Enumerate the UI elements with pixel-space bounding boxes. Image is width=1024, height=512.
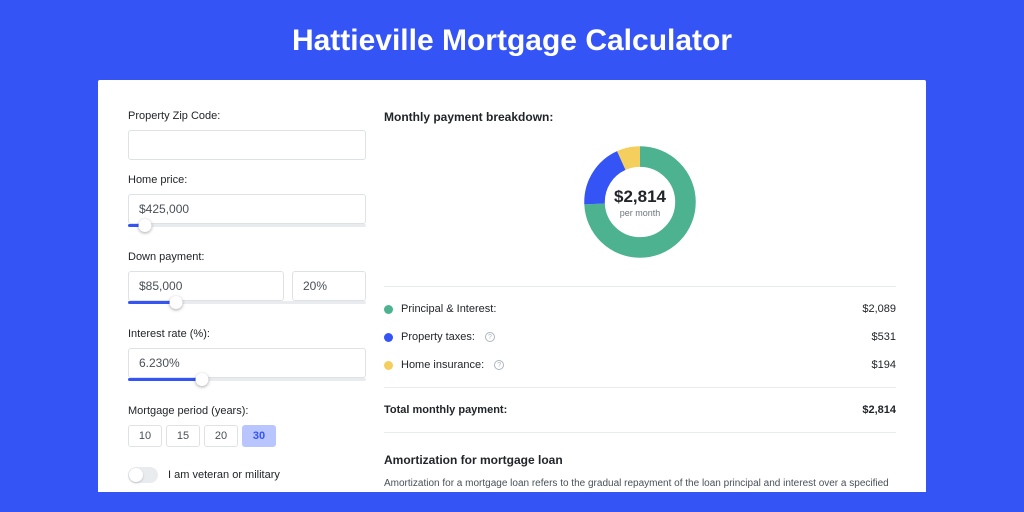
donut-chart: $2,814 per month [580, 142, 700, 262]
down-payment-slider[interactable] [128, 300, 366, 314]
slider-thumb[interactable] [195, 373, 208, 386]
slider-thumb[interactable] [138, 219, 151, 232]
donut-sub: per month [620, 208, 661, 218]
amortization-text: Amortization for a mortgage loan refers … [384, 477, 896, 491]
total-label: Total monthly payment: [384, 404, 507, 416]
amortization-heading: Amortization for mortgage loan [384, 453, 896, 467]
line-items: Principal & Interest: $2,089 Property taxe… [384, 295, 896, 379]
veteran-row: I am veteran or military [128, 467, 366, 483]
interest-label: Interest rate (%): [128, 328, 366, 340]
donut-container: $2,814 per month [384, 138, 896, 278]
down-payment-pct-input[interactable] [292, 271, 366, 301]
color-dot [384, 305, 393, 314]
period-buttons: 10152030 [128, 425, 366, 447]
page-title: Hattieville Mortgage Calculator [0, 0, 1024, 80]
zip-group: Property Zip Code: [128, 110, 366, 160]
donut-amount: $2,814 [614, 187, 666, 207]
period-group: Mortgage period (years): 10152030 [128, 405, 366, 447]
home-price-group: Home price: [128, 174, 366, 237]
line-item-label: Principal & Interest: [401, 303, 496, 315]
color-dot [384, 333, 393, 342]
calculator-card: Property Zip Code: Home price: Down paym… [98, 80, 926, 492]
line-item: Principal & Interest: $2,089 [384, 295, 896, 323]
period-label: Mortgage period (years): [128, 405, 366, 417]
interest-slider[interactable] [128, 377, 366, 391]
total-row: Total monthly payment: $2,814 [384, 396, 896, 424]
home-price-input[interactable] [128, 194, 366, 224]
line-item-label: Property taxes: [401, 331, 475, 343]
period-button[interactable]: 15 [166, 425, 200, 447]
divider [384, 387, 896, 388]
period-button[interactable]: 10 [128, 425, 162, 447]
divider [384, 286, 896, 287]
line-item-value: $2,089 [862, 303, 896, 315]
interest-group: Interest rate (%): [128, 328, 366, 391]
period-button[interactable]: 20 [204, 425, 238, 447]
line-item: Home insurance:? $194 [384, 351, 896, 379]
form-column: Property Zip Code: Home price: Down paym… [128, 110, 366, 492]
total-value: $2,814 [862, 404, 896, 416]
zip-input[interactable] [128, 130, 366, 160]
slider-thumb[interactable] [169, 296, 182, 309]
result-column: Monthly payment breakdown: $2,814 per mo… [384, 110, 896, 492]
zip-label: Property Zip Code: [128, 110, 366, 122]
info-icon[interactable]: ? [494, 360, 504, 370]
line-item: Property taxes:? $531 [384, 323, 896, 351]
period-button[interactable]: 30 [242, 425, 276, 447]
info-icon[interactable]: ? [485, 332, 495, 342]
veteran-toggle[interactable] [128, 467, 158, 483]
breakdown-heading: Monthly payment breakdown: [384, 110, 896, 124]
home-price-slider[interactable] [128, 223, 366, 237]
line-item-value: $531 [872, 331, 896, 343]
interest-input[interactable] [128, 348, 366, 378]
divider [384, 432, 896, 433]
line-item-label: Home insurance: [401, 359, 484, 371]
line-item-value: $194 [872, 359, 896, 371]
down-payment-group: Down payment: [128, 251, 366, 314]
color-dot [384, 361, 393, 370]
home-price-label: Home price: [128, 174, 366, 186]
down-payment-input[interactable] [128, 271, 284, 301]
down-payment-label: Down payment: [128, 251, 366, 263]
veteran-label: I am veteran or military [168, 469, 280, 481]
